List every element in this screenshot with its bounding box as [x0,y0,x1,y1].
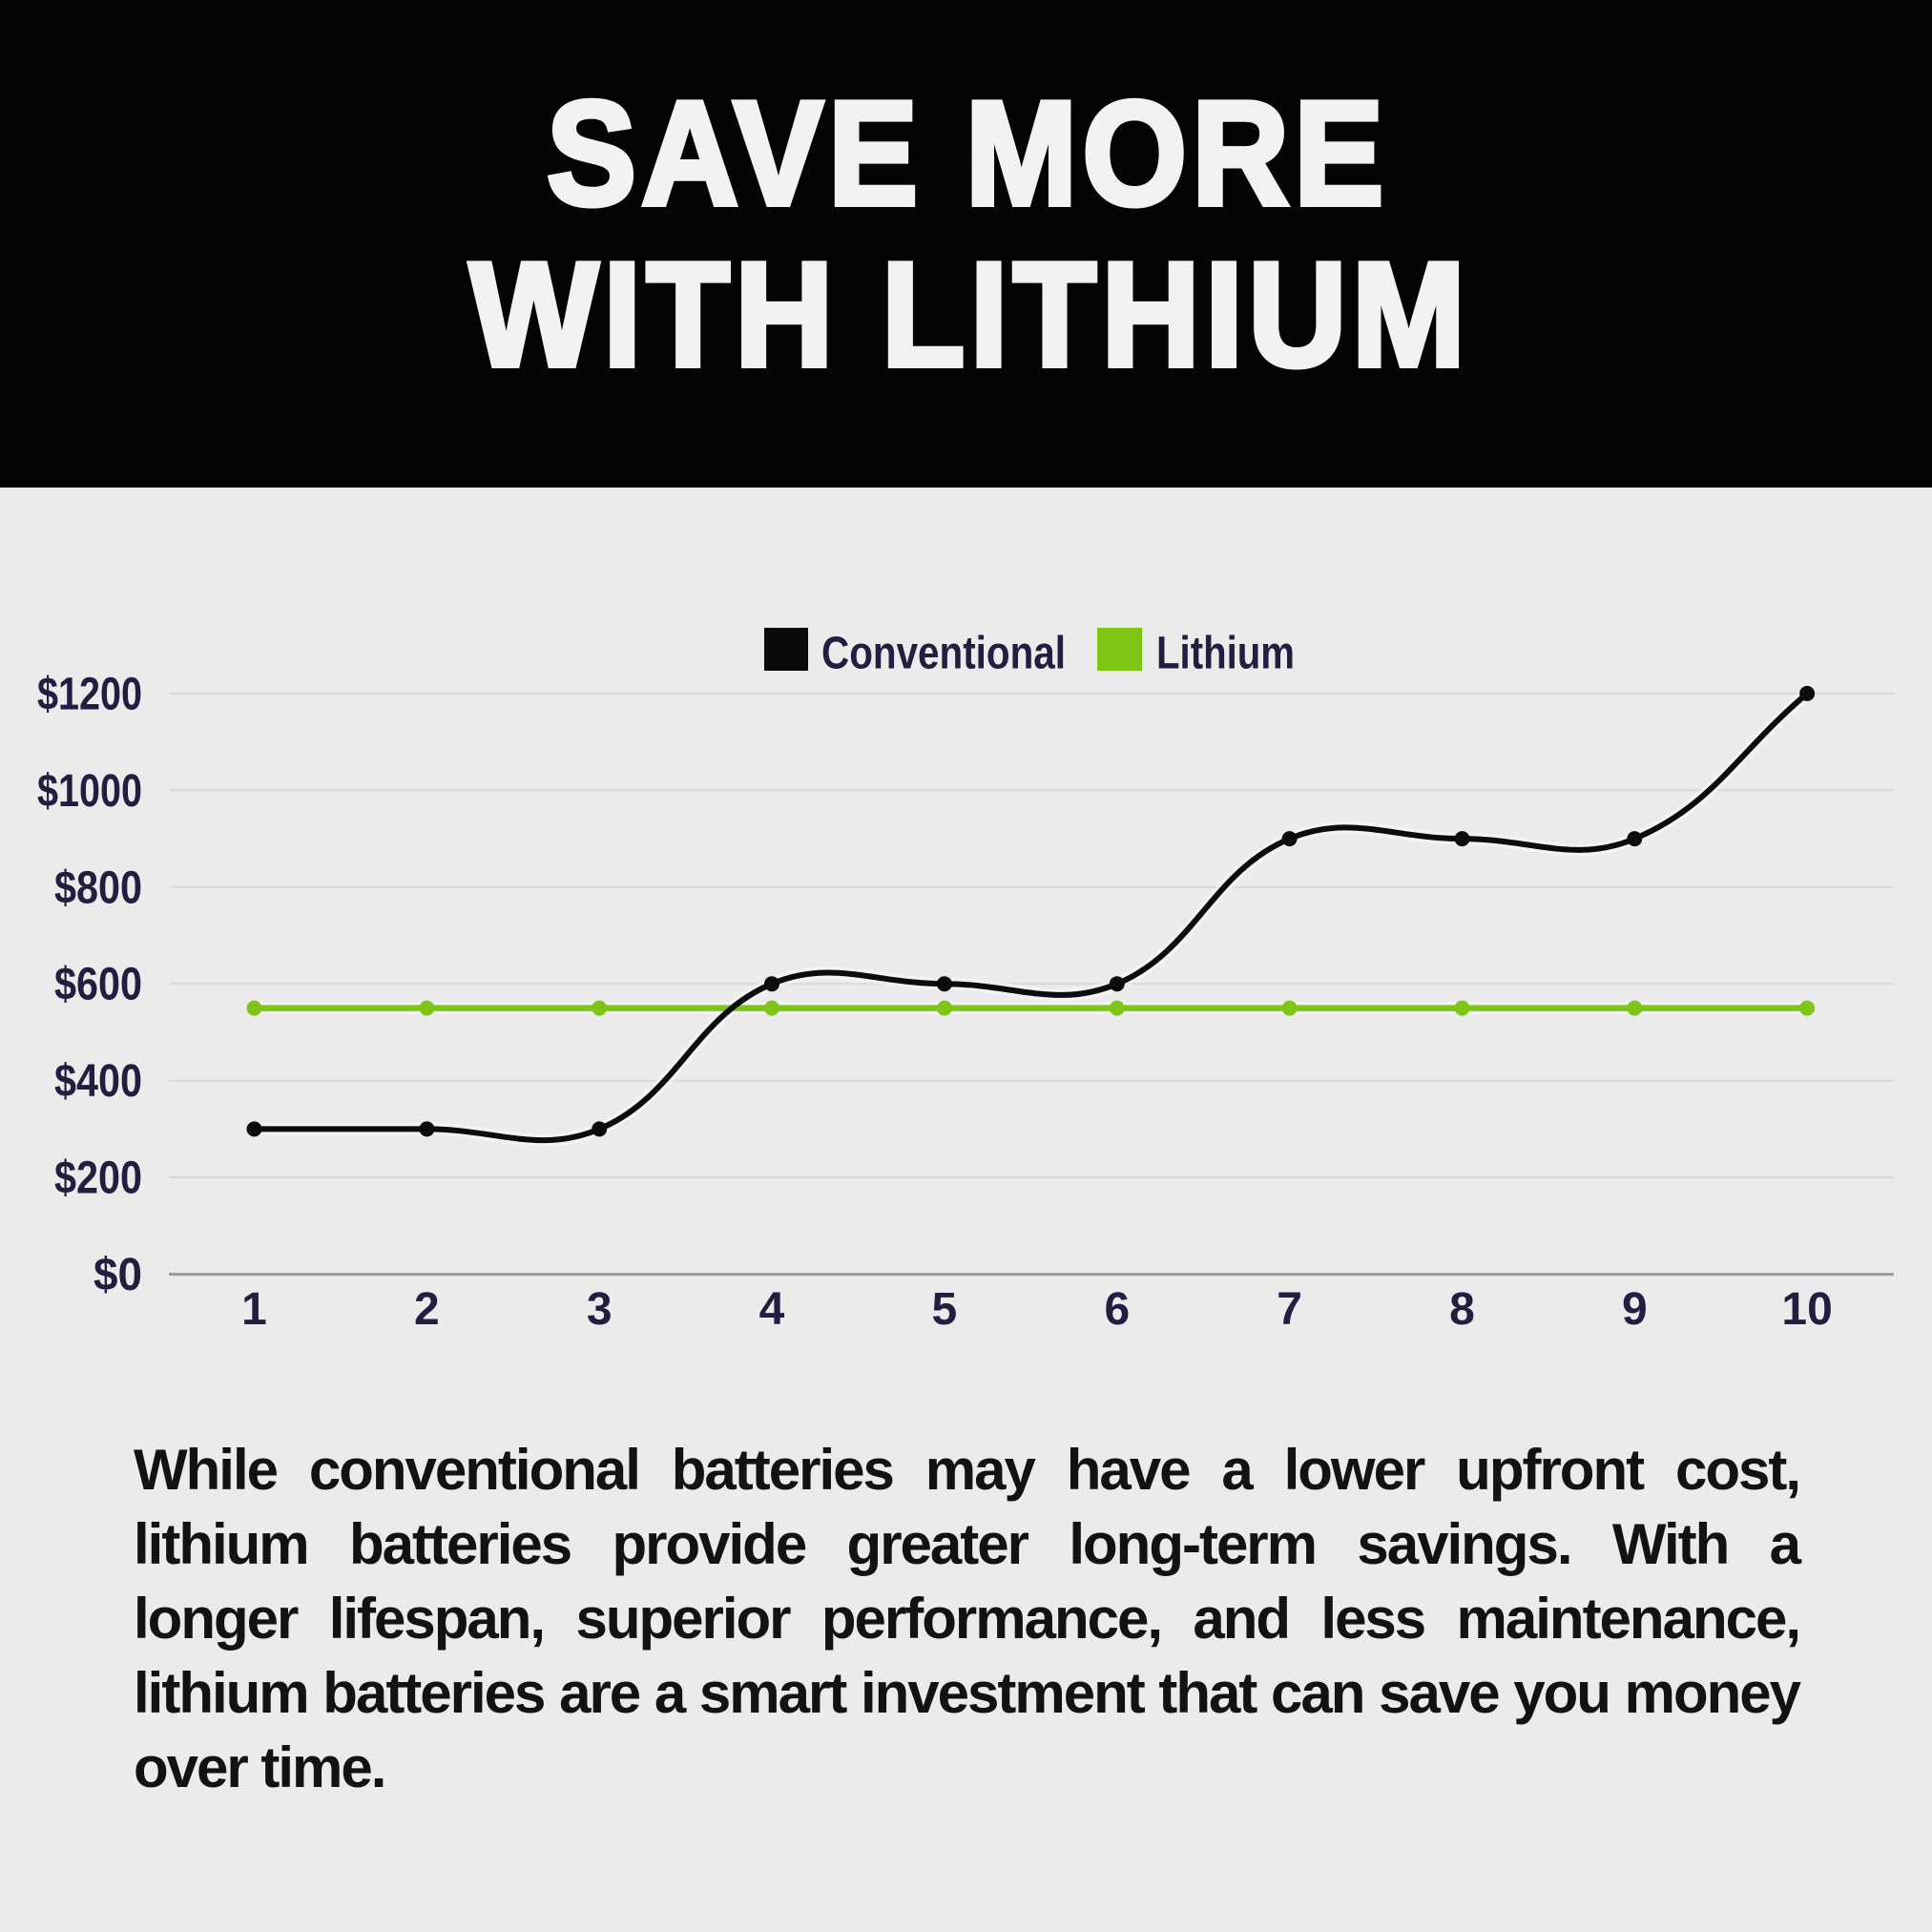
svg-text:3: 3 [587,1284,613,1335]
svg-text:5: 5 [932,1284,958,1335]
svg-text:7: 7 [1277,1284,1302,1335]
svg-text:6: 6 [1104,1284,1130,1335]
svg-text:$600: $600 [54,960,142,1010]
svg-text:$1200: $1200 [37,669,142,719]
svg-text:Conventional: Conventional [821,629,1066,679]
svg-text:$400: $400 [54,1056,142,1107]
svg-text:2: 2 [414,1284,440,1335]
svg-text:4: 4 [759,1284,785,1335]
svg-text:9: 9 [1622,1284,1648,1335]
svg-text:$800: $800 [54,862,142,913]
svg-text:1: 1 [241,1284,267,1335]
svg-text:Lithium: Lithium [1156,629,1295,679]
svg-text:$1000: $1000 [37,766,142,817]
svg-text:10: 10 [1781,1284,1832,1335]
svg-text:$200: $200 [54,1153,142,1204]
svg-text:8: 8 [1449,1284,1475,1335]
svg-text:$0: $0 [93,1250,142,1300]
